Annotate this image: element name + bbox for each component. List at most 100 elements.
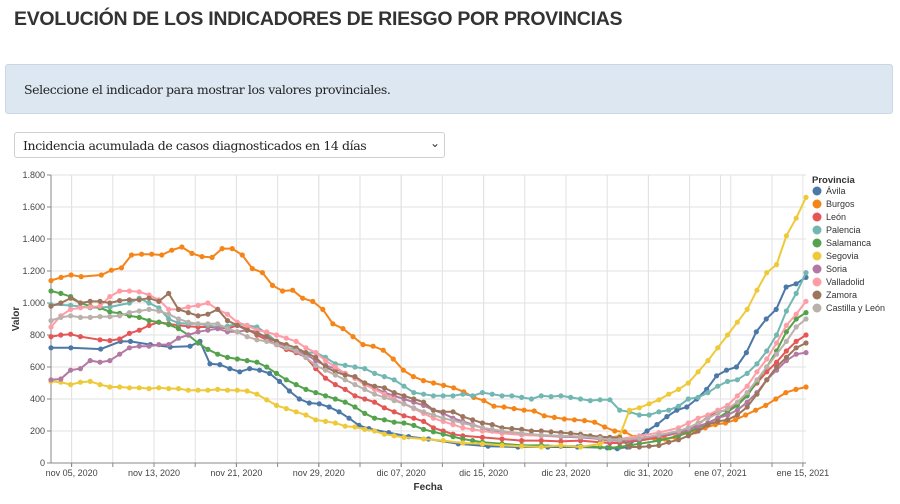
data-point[interactable]: [289, 287, 296, 293]
data-point[interactable]: [205, 387, 211, 393]
data-point[interactable]: [430, 380, 437, 386]
data-point[interactable]: [695, 369, 701, 375]
data-point[interactable]: [195, 313, 201, 319]
data-point[interactable]: [391, 409, 397, 415]
data-point[interactable]: [420, 436, 427, 442]
data-point[interactable]: [715, 410, 721, 416]
data-point[interactable]: [244, 322, 250, 328]
data-point[interactable]: [675, 437, 682, 443]
data-point[interactable]: [587, 398, 593, 404]
data-point[interactable]: [107, 358, 113, 364]
data-point[interactable]: [470, 426, 476, 432]
data-point[interactable]: [783, 354, 789, 360]
legend-item[interactable]: León: [812, 212, 847, 222]
data-point[interactable]: [381, 417, 387, 423]
data-point[interactable]: [108, 267, 114, 273]
data-point[interactable]: [509, 426, 515, 432]
data-point[interactable]: [450, 434, 456, 440]
data-point[interactable]: [68, 313, 74, 319]
data-point[interactable]: [332, 372, 338, 378]
data-point[interactable]: [117, 336, 123, 342]
data-point[interactable]: [400, 367, 406, 373]
data-point[interactable]: [793, 316, 799, 322]
data-point[interactable]: [209, 254, 215, 260]
data-point[interactable]: [470, 422, 476, 428]
data-point[interactable]: [390, 356, 396, 362]
data-point[interactable]: [440, 382, 447, 388]
data-point[interactable]: [783, 233, 789, 239]
data-point[interactable]: [489, 422, 495, 428]
data-point[interactable]: [450, 393, 456, 399]
data-point[interactable]: [734, 407, 740, 413]
data-point[interactable]: [254, 337, 260, 343]
data-point[interactable]: [675, 403, 682, 409]
data-point[interactable]: [330, 321, 336, 327]
data-point[interactable]: [646, 401, 652, 407]
data-point[interactable]: [48, 278, 54, 284]
data-point[interactable]: [793, 311, 799, 317]
data-point[interactable]: [98, 346, 104, 352]
data-point[interactable]: [460, 414, 466, 420]
data-point[interactable]: [724, 332, 731, 338]
data-point[interactable]: [136, 343, 142, 349]
data-point[interactable]: [548, 394, 554, 400]
data-point[interactable]: [293, 409, 299, 415]
data-point[interactable]: [793, 215, 799, 221]
data-point[interactable]: [98, 272, 104, 278]
data-point[interactable]: [401, 401, 407, 407]
data-point[interactable]: [470, 417, 476, 423]
data-point[interactable]: [440, 415, 446, 421]
data-point[interactable]: [332, 382, 338, 388]
data-point[interactable]: [411, 415, 417, 421]
data-point[interactable]: [166, 311, 172, 317]
data-point[interactable]: [724, 406, 731, 412]
data-point[interactable]: [685, 380, 691, 386]
data-point[interactable]: [734, 412, 740, 418]
data-point[interactable]: [754, 377, 760, 383]
data-point[interactable]: [617, 444, 623, 450]
data-point[interactable]: [310, 298, 316, 304]
data-point[interactable]: [346, 415, 352, 421]
data-point[interactable]: [724, 412, 731, 418]
data-point[interactable]: [87, 314, 93, 320]
data-point[interactable]: [97, 359, 103, 365]
data-point[interactable]: [753, 329, 759, 335]
data-point[interactable]: [283, 345, 289, 351]
data-point[interactable]: [538, 393, 544, 399]
data-point[interactable]: [77, 314, 84, 320]
data-point[interactable]: [322, 367, 329, 373]
data-point[interactable]: [286, 388, 293, 394]
data-point[interactable]: [352, 424, 358, 430]
data-point[interactable]: [156, 298, 162, 304]
data-point[interactable]: [773, 351, 780, 357]
data-point[interactable]: [195, 340, 201, 346]
data-point[interactable]: [169, 247, 175, 253]
data-point[interactable]: [273, 402, 280, 408]
data-point[interactable]: [489, 426, 495, 432]
data-point[interactable]: [607, 445, 613, 451]
data-point[interactable]: [336, 409, 342, 415]
data-point[interactable]: [224, 311, 231, 317]
data-point[interactable]: [227, 366, 233, 372]
data-point[interactable]: [713, 373, 720, 379]
data-point[interactable]: [793, 338, 799, 344]
data-point[interactable]: [185, 304, 191, 310]
data-point[interactable]: [754, 369, 760, 375]
data-point[interactable]: [479, 420, 486, 426]
data-point[interactable]: [146, 322, 152, 328]
data-point[interactable]: [264, 364, 270, 370]
data-point[interactable]: [764, 356, 770, 362]
data-point[interactable]: [764, 377, 770, 383]
data-point[interactable]: [491, 403, 497, 409]
data-point[interactable]: [685, 396, 691, 402]
data-point[interactable]: [511, 406, 517, 412]
data-point[interactable]: [793, 281, 799, 287]
data-point[interactable]: [401, 413, 407, 419]
data-point[interactable]: [430, 407, 436, 413]
data-point[interactable]: [126, 310, 133, 316]
data-point[interactable]: [591, 419, 598, 425]
legend-item[interactable]: Valladolid: [812, 277, 865, 287]
data-point[interactable]: [803, 298, 809, 304]
data-point[interactable]: [342, 377, 348, 383]
data-point[interactable]: [656, 438, 662, 444]
